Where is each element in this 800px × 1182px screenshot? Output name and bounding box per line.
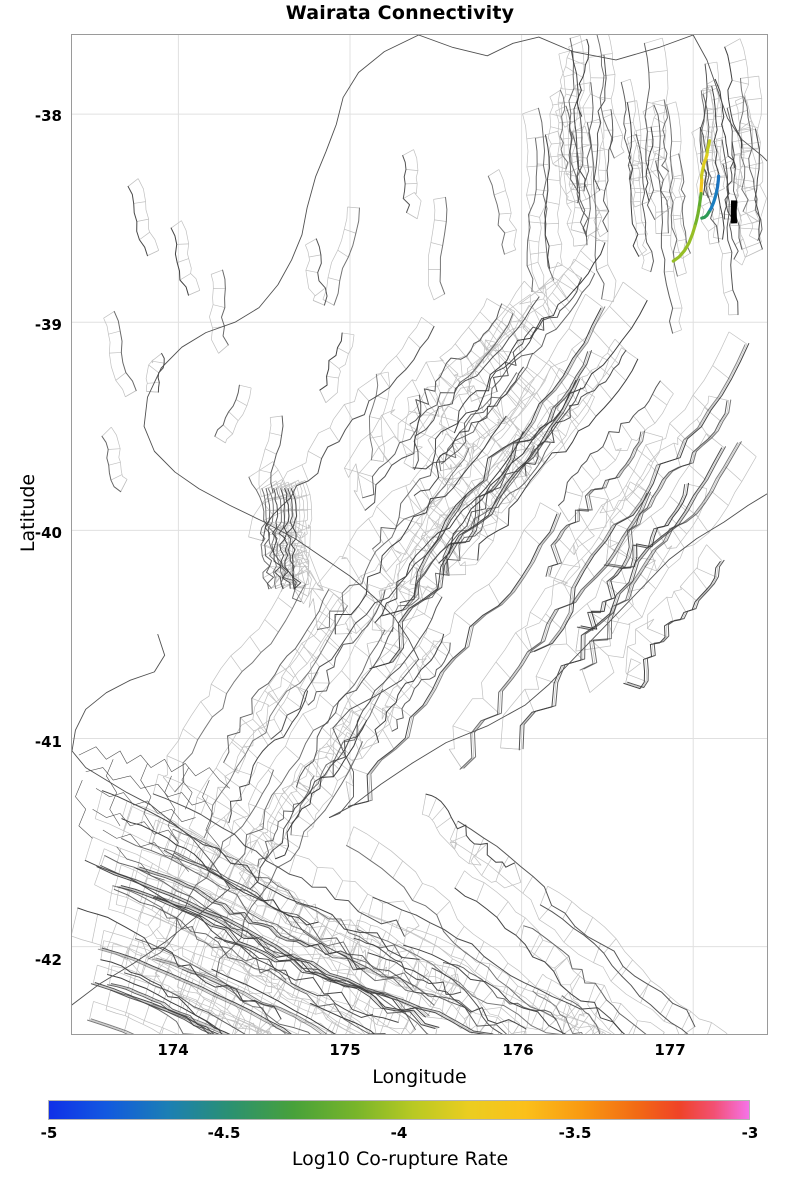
colorbar-tick-0: -5	[40, 1124, 58, 1142]
co-rupture-segment[interactable]	[707, 190, 719, 214]
co-rupture-segment[interactable]	[714, 174, 721, 194]
co-rupture-segment[interactable]	[699, 178, 704, 196]
colorbar-tick-3: -3.5	[558, 1124, 592, 1142]
fault-surface-projections	[72, 35, 767, 1034]
xtick-0: 174	[157, 1041, 189, 1059]
colorbar-tick-1: -4.5	[207, 1124, 241, 1142]
co-rupture-segment[interactable]	[699, 166, 705, 182]
co-rupture-segment[interactable]	[671, 224, 697, 263]
figure-title: Wairata Connectivity	[285, 2, 515, 24]
map-svg	[72, 35, 767, 1034]
colorbar-tick-4: -3	[741, 1124, 759, 1142]
co-rupture-segment[interactable]	[700, 210, 711, 220]
colorbar-gradient	[49, 1101, 749, 1119]
ytick-4: -42	[34, 951, 62, 969]
co-rupture-segment[interactable]	[701, 153, 709, 170]
co-rupture-segment[interactable]	[693, 206, 701, 228]
xtick-3: 177	[654, 1041, 686, 1059]
xtick-1: 175	[329, 1041, 361, 1059]
y-axis-label: Latitude	[17, 473, 39, 553]
co-rupture-segment[interactable]	[697, 191, 703, 210]
xtick-2: 176	[502, 1041, 534, 1059]
map-plot-area[interactable]	[71, 34, 768, 1035]
ytick-1: -39	[34, 316, 62, 334]
ytick-2: -40	[34, 524, 62, 542]
fault-traces	[77, 35, 763, 1034]
co-rupturing-faults[interactable]	[671, 139, 721, 263]
coastline	[72, 35, 767, 1006]
colorbar-tick-2: -4	[390, 1124, 408, 1142]
ytick-3: -41	[34, 733, 62, 751]
colorbar[interactable]	[48, 1100, 750, 1120]
x-axis-label: Longitude	[372, 1066, 467, 1088]
co-rupture-segment[interactable]	[705, 139, 712, 157]
colorbar-label: Log10 Co-rupture Rate	[291, 1148, 509, 1170]
ytick-0: -38	[34, 107, 62, 125]
